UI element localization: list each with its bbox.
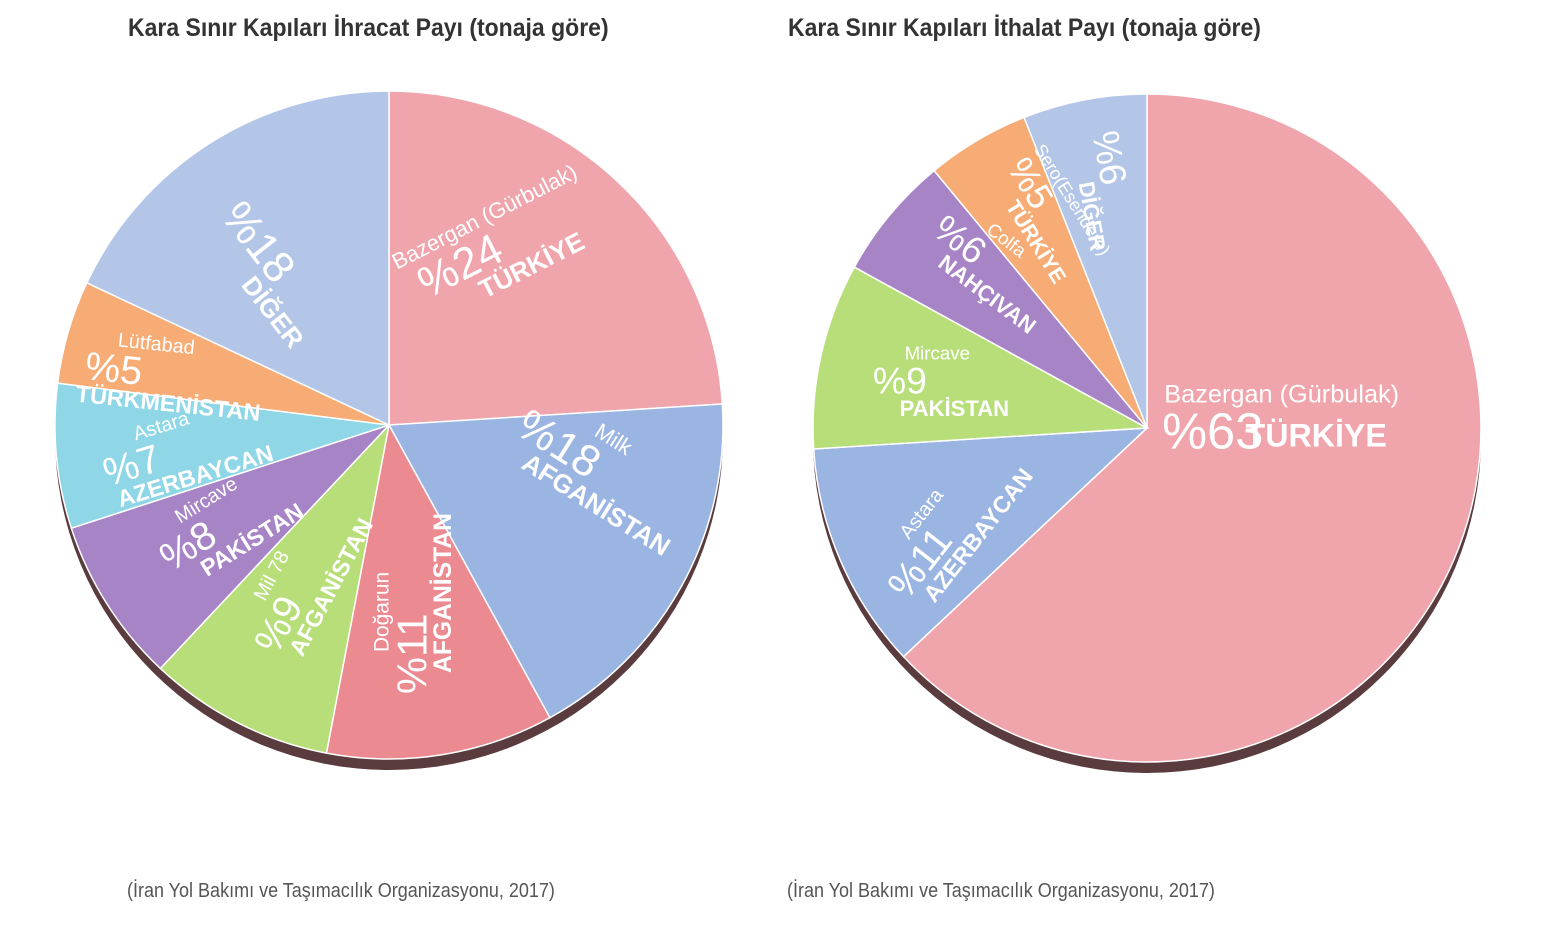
slice-gate-label: Bazergan (Gürbulak) bbox=[1164, 381, 1399, 409]
source-note-export: (İran Yol Bakımı ve Taşımacılık Organiza… bbox=[127, 880, 555, 902]
pie-slice-azerbaycan-5 bbox=[54, 382, 390, 530]
chart-title-import: Kara Sınır Kapıları İthalat Payı (tonaja… bbox=[788, 14, 1261, 42]
pie-slice-paki-stan-2 bbox=[812, 266, 1150, 450]
slice-country-label: AFGANİSTAN bbox=[430, 513, 457, 673]
slice-gate-label: Doğarun bbox=[370, 572, 393, 652]
slice-percent-label: %11 bbox=[388, 614, 435, 695]
slice-percent-label: %9 bbox=[873, 360, 927, 402]
pie-slice-afgani-stan-2 bbox=[325, 422, 551, 760]
slice-percent-label: %6 bbox=[1084, 128, 1135, 189]
pie-slice-nah-ivan-3 bbox=[853, 169, 1148, 429]
pie-slice-t-rki-ye-0 bbox=[388, 90, 724, 426]
slice-country-label: PAKİSTAN bbox=[899, 396, 1009, 421]
pie-slice-di-er-7 bbox=[85, 90, 390, 427]
chart-title-export: Kara Sınır Kapıları İhracat Payı (tonaja… bbox=[128, 14, 609, 42]
pie-slice-afgani-stan-1 bbox=[387, 403, 724, 719]
slice-percent-label: %63 bbox=[1162, 403, 1263, 460]
pie-slice-t-rki-ye-0 bbox=[902, 93, 1482, 763]
pie-slice-paki-stan-4 bbox=[70, 424, 390, 670]
import-pie: Bazergan (Gürbulak)%63TÜRKİYEAstara%11AZ… bbox=[812, 93, 1482, 773]
slice-percent-label: %5 bbox=[83, 344, 145, 394]
pie-slice-azerbaycan-1 bbox=[812, 427, 1150, 658]
pie-slice-di-er-5 bbox=[1023, 93, 1148, 429]
source-note-import: (İran Yol Bakımı ve Taşımacılık Organiza… bbox=[787, 880, 1215, 902]
export-pie: Bazergan (Gürbulak)%24TÜRKİYEMilk%18AFGA… bbox=[54, 90, 724, 770]
pie-slice-afgani-stan-3 bbox=[159, 422, 391, 754]
slice-country-label: TÜRKİYE bbox=[1246, 417, 1387, 453]
slice-gate-label: Mircave bbox=[905, 343, 970, 364]
